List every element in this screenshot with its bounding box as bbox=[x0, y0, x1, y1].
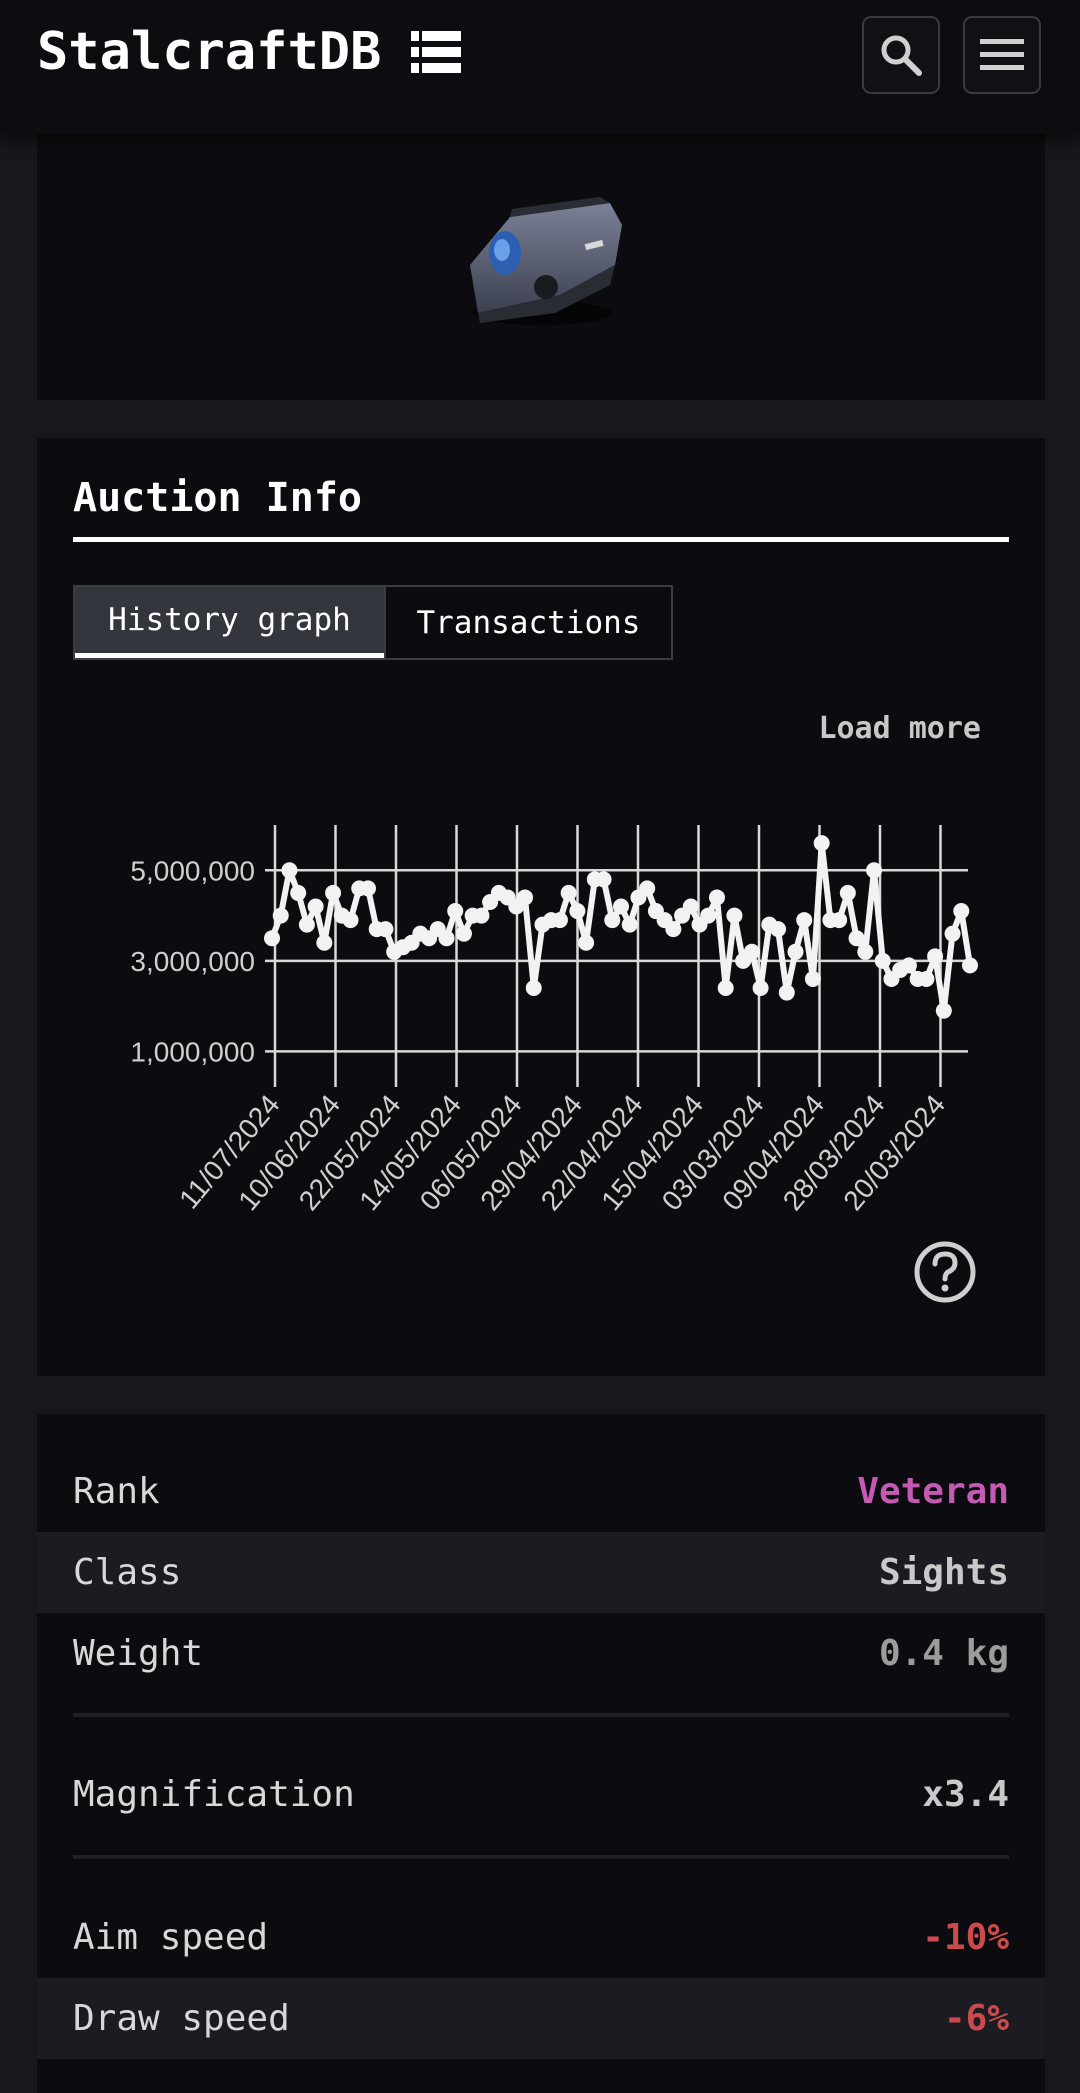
y-tick-labels: 1,000,000 3,000,000 5,000,000 bbox=[130, 855, 255, 1067]
price-point bbox=[848, 930, 865, 947]
stat-row-magnification: Magnification x3.4 bbox=[37, 1754, 1045, 1835]
price-point bbox=[621, 916, 638, 933]
price-point bbox=[962, 957, 978, 974]
y-gridlines bbox=[265, 869, 968, 1053]
divider bbox=[73, 1855, 1009, 1859]
y-tick-label: 5,000,000 bbox=[130, 855, 255, 886]
stat-value: -6% bbox=[943, 1998, 1009, 2039]
price-point bbox=[272, 907, 289, 924]
price-point bbox=[787, 943, 804, 960]
price-point bbox=[839, 884, 856, 901]
price-point bbox=[831, 912, 848, 929]
stat-row-weight: Weight 0.4 kg bbox=[37, 1613, 1045, 1694]
stat-row-rank: Rank Veteran bbox=[37, 1451, 1045, 1532]
menu-button[interactable] bbox=[963, 16, 1041, 94]
price-point bbox=[517, 889, 534, 906]
list-icon bbox=[411, 31, 462, 73]
price-point bbox=[857, 943, 874, 960]
price-point bbox=[935, 1002, 952, 1019]
price-point bbox=[953, 903, 970, 920]
price-point bbox=[682, 898, 699, 915]
price-point bbox=[290, 884, 307, 901]
load-more-button[interactable]: Load more bbox=[818, 711, 981, 746]
price-point bbox=[900, 957, 917, 974]
stat-value: -10% bbox=[922, 1917, 1009, 1958]
price-point bbox=[551, 912, 568, 929]
stat-label: Aim speed bbox=[73, 1917, 269, 1958]
price-point bbox=[752, 980, 769, 997]
price-point bbox=[359, 880, 376, 897]
stat-label: Weight bbox=[73, 1633, 204, 1674]
stat-value: x3.4 bbox=[922, 1774, 1009, 1815]
price-point bbox=[927, 948, 944, 965]
price-point bbox=[377, 921, 394, 938]
price-point bbox=[866, 862, 883, 879]
price-point bbox=[560, 884, 577, 901]
item-image bbox=[470, 197, 622, 325]
search-icon bbox=[881, 35, 922, 76]
price-point bbox=[525, 980, 542, 997]
tab-transactions[interactable]: Transactions bbox=[383, 587, 671, 658]
price-point bbox=[307, 898, 324, 915]
auction-tabs: History graph Transactions bbox=[73, 585, 673, 660]
price-point bbox=[700, 907, 717, 924]
help-circle-icon[interactable] bbox=[913, 1240, 977, 1304]
stat-row-draw-speed: Draw speed -6% bbox=[37, 1978, 1045, 2059]
stat-label: Rank bbox=[73, 1471, 160, 1512]
top-bar: StalcraftDB bbox=[0, 0, 1080, 134]
price-point bbox=[743, 943, 760, 960]
price-point bbox=[613, 898, 629, 915]
x-gridlines bbox=[273, 825, 942, 1087]
price-point bbox=[325, 884, 342, 901]
price-point bbox=[455, 925, 472, 942]
price-point bbox=[473, 907, 490, 924]
price-point bbox=[447, 903, 464, 920]
tab-history-graph[interactable]: History graph bbox=[75, 587, 384, 658]
stat-value: Sights bbox=[878, 1552, 1009, 1593]
title-underline bbox=[73, 537, 1009, 542]
brand[interactable]: StalcraftDB bbox=[37, 22, 462, 82]
price-point bbox=[639, 880, 656, 897]
stat-label: Magnification bbox=[73, 1774, 355, 1815]
menu-icon bbox=[980, 39, 1024, 70]
price-point bbox=[281, 862, 298, 879]
price-point bbox=[298, 916, 315, 933]
price-point bbox=[770, 921, 787, 938]
price-point bbox=[595, 871, 612, 888]
stat-value: Veteran bbox=[857, 1471, 1009, 1512]
price-point bbox=[604, 912, 621, 929]
brand-name: StalcraftDB bbox=[37, 22, 382, 82]
price-point bbox=[778, 984, 795, 1001]
price-point bbox=[438, 930, 455, 947]
price-point bbox=[918, 970, 935, 987]
price-point bbox=[813, 835, 830, 852]
price-point bbox=[874, 952, 891, 969]
price-points bbox=[264, 835, 978, 1019]
price-point bbox=[708, 889, 725, 906]
price-point bbox=[796, 912, 813, 929]
price-point bbox=[665, 921, 682, 938]
stat-row-aim-speed: Aim speed -10% bbox=[37, 1897, 1045, 1978]
price-point bbox=[717, 980, 734, 997]
stat-row-class: Class Sights bbox=[37, 1532, 1045, 1613]
price-point bbox=[578, 934, 595, 951]
y-tick-label: 1,000,000 bbox=[130, 1036, 255, 1067]
price-point bbox=[804, 970, 821, 987]
stat-label: Class bbox=[73, 1552, 182, 1593]
price-point bbox=[316, 934, 333, 951]
price-point bbox=[264, 930, 280, 947]
price-point bbox=[726, 907, 743, 924]
section-title: Auction Info bbox=[73, 475, 362, 521]
price-history-chart: 1,000,000 3,000,000 5,000,000 11/07/202410… bbox=[130, 825, 978, 1216]
stat-label: Draw speed bbox=[73, 1998, 290, 2039]
divider bbox=[73, 1713, 1009, 1717]
search-button[interactable] bbox=[862, 16, 940, 94]
price-point bbox=[569, 903, 586, 920]
y-tick-label: 3,000,000 bbox=[130, 946, 255, 977]
price-point bbox=[944, 925, 961, 942]
stat-value: 0.4 kg bbox=[878, 1633, 1009, 1674]
price-point bbox=[342, 912, 359, 929]
x-tick-labels: 11/07/202410/06/202422/05/202414/05/2024… bbox=[173, 1089, 951, 1216]
